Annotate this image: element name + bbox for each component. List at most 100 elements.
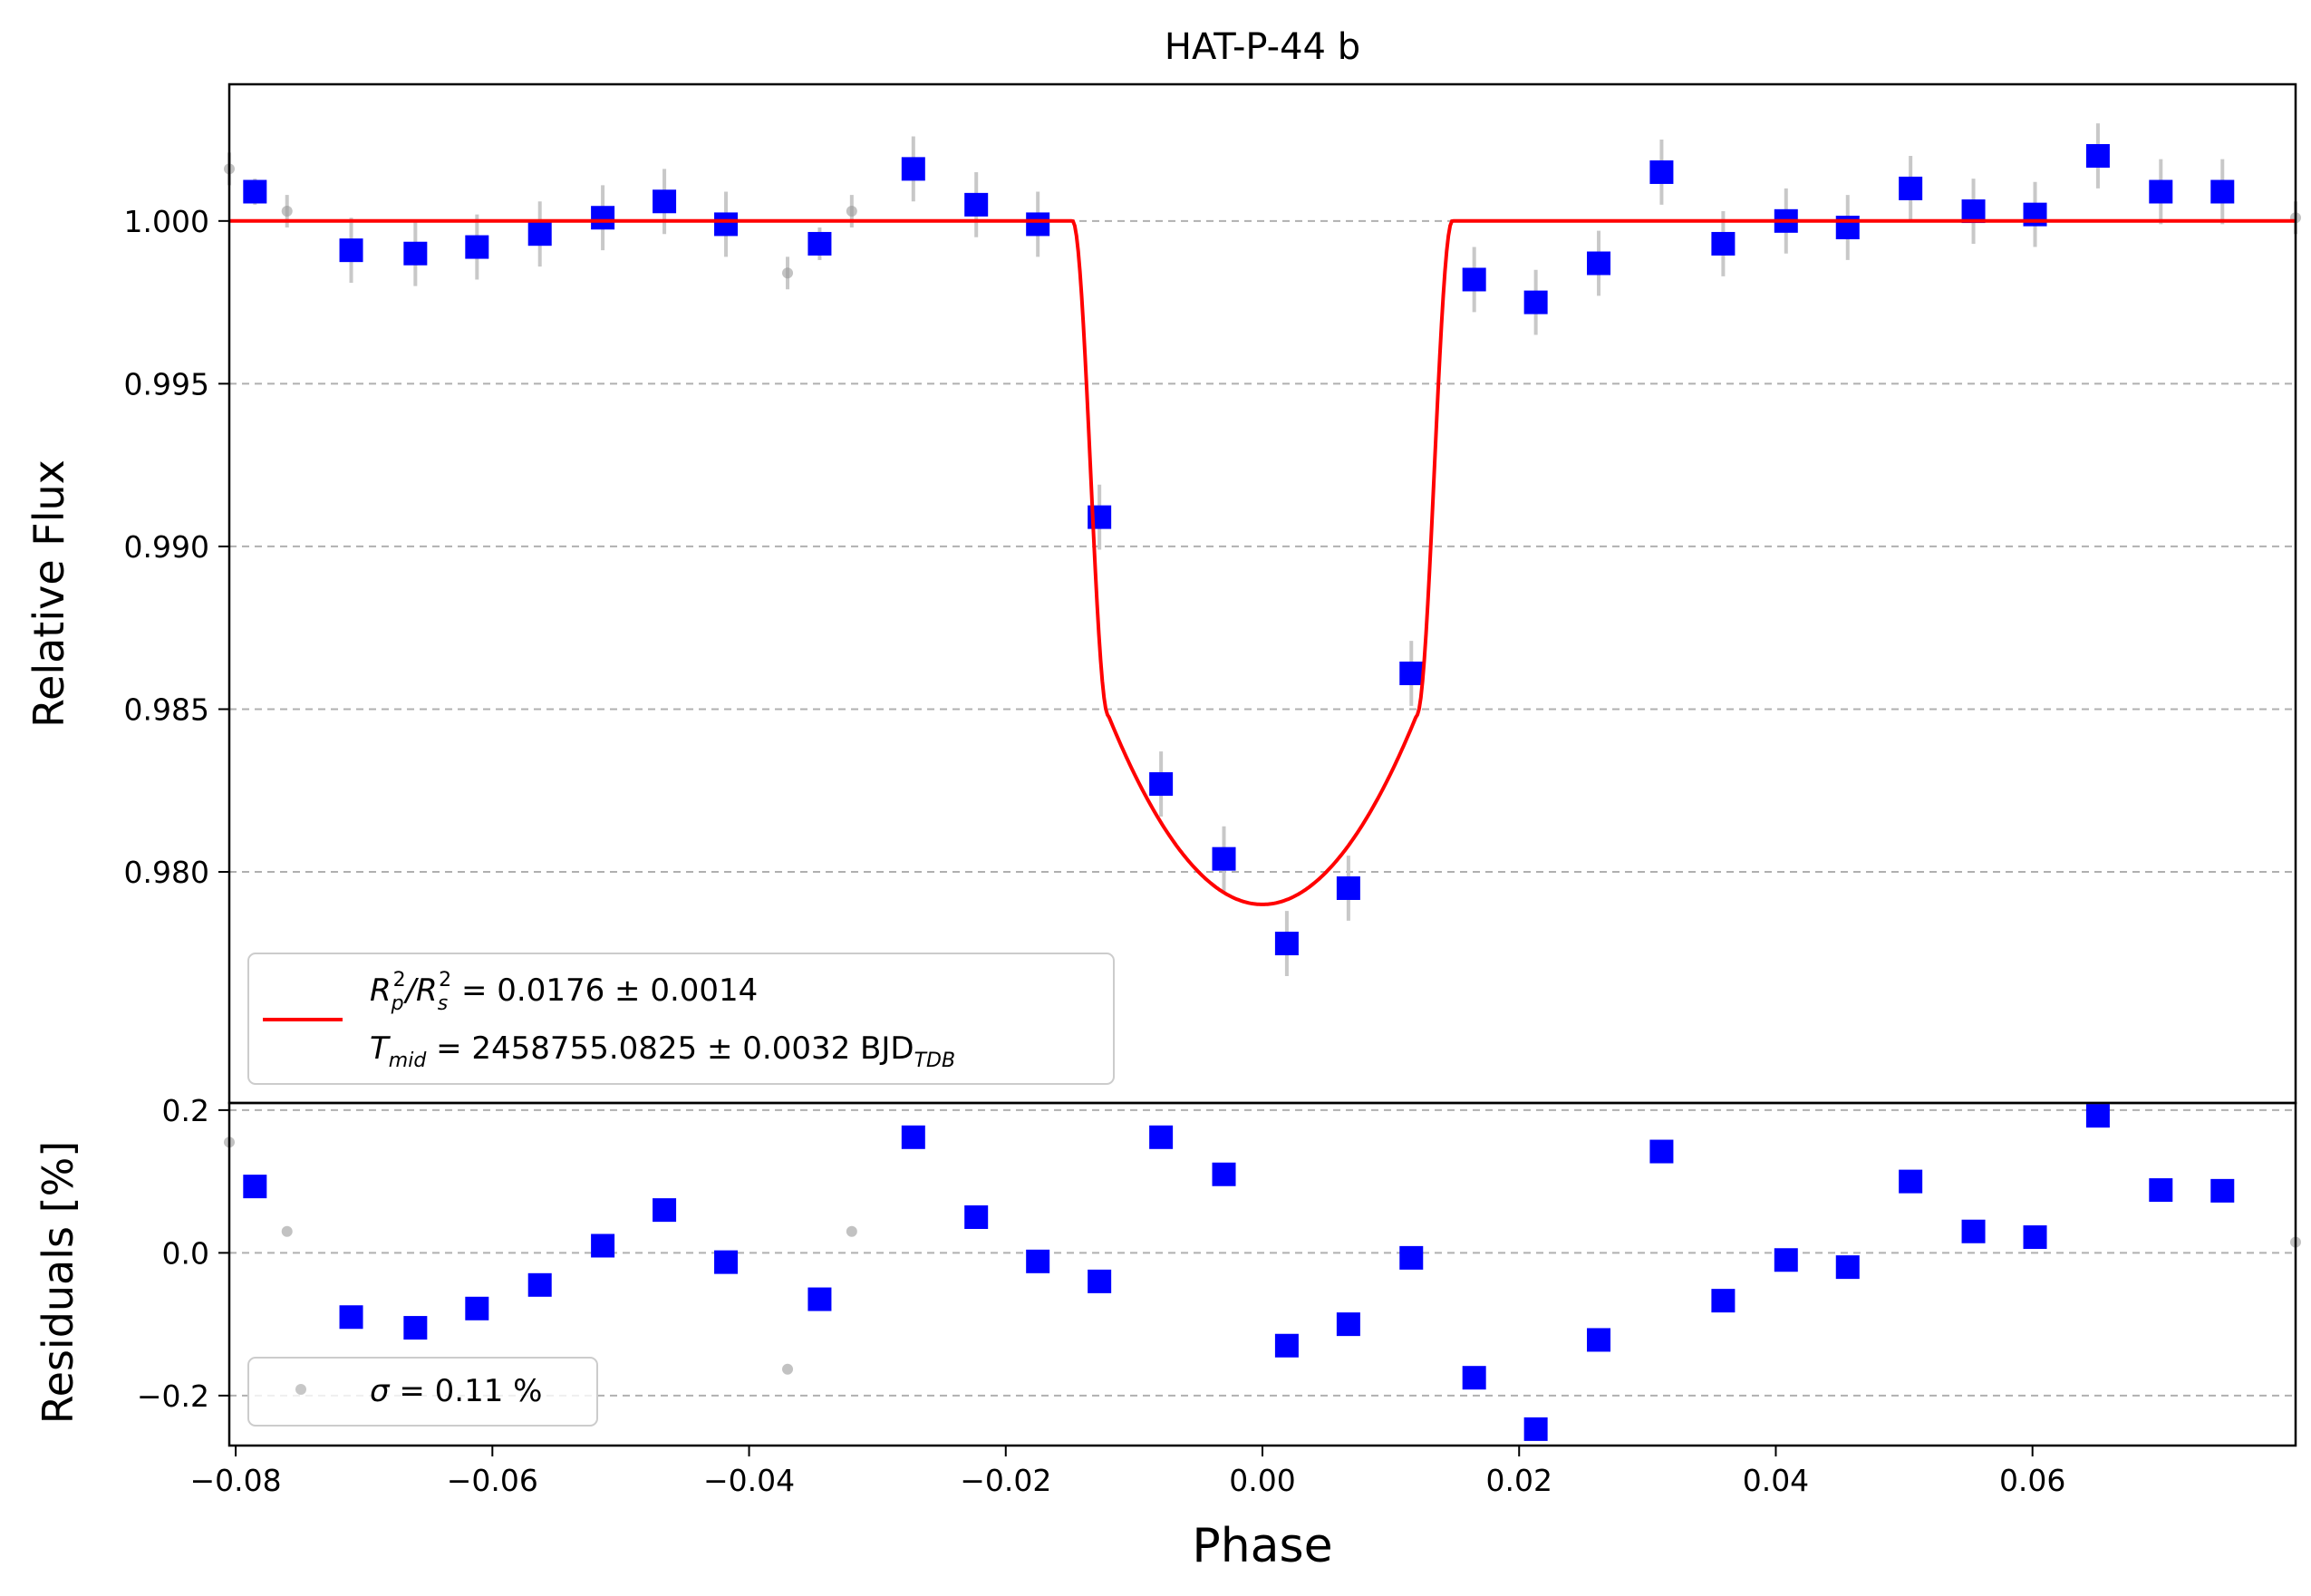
flux-binned-point: [1961, 199, 1986, 224]
residuals-binned-point: [1088, 1269, 1112, 1293]
flux-binned-points: [243, 123, 2235, 976]
flux-binned-point: [527, 222, 552, 247]
residuals-binned-point: [1835, 1255, 1860, 1280]
residuals-binned-point: [1587, 1328, 1611, 1352]
flux-binned-point: [1212, 846, 1236, 871]
flux-binned-point: [403, 241, 428, 266]
flux-binned-point: [591, 206, 615, 230]
transit-model-curve: [229, 218, 2296, 906]
flux-binned-point: [1587, 251, 1611, 276]
chart-title: HAT-P-44 b: [1165, 26, 1360, 68]
residuals-y-tick-label: 0.2: [162, 1093, 209, 1128]
residuals-raw-point: [281, 1225, 293, 1237]
flux-binned-point: [901, 157, 925, 181]
flux-binned-point: [1649, 160, 1674, 184]
residuals-binned-point: [243, 1175, 267, 1199]
residuals-y-ticks: −0.2 0.0 0.2: [137, 1093, 229, 1414]
residuals-binned-point: [1274, 1333, 1299, 1358]
residuals-binned-point: [1649, 1139, 1674, 1164]
residuals-binned-point: [465, 1296, 489, 1320]
residuals-binned-point: [1523, 1417, 1548, 1441]
flux-binned-point: [1336, 875, 1360, 900]
legend-entry-tmid: Tmid = 2458755.0825 ± 0.0032 BJDTDB: [370, 1030, 955, 1072]
residuals-binned-point: [1026, 1249, 1050, 1273]
flux-binned-point: [1899, 176, 1923, 200]
legend-entry-depth: Rp2/Rs2 = 0.0176 ± 0.0014: [370, 969, 758, 1015]
flux-binned-point: [807, 231, 832, 256]
residuals-raw-point: [846, 1225, 857, 1237]
flux-binned-point: [1026, 212, 1050, 237]
x-axis-label: Phase: [1192, 1519, 1332, 1573]
flux-y-tick-label: 0.985: [124, 692, 209, 727]
flux-y-ticks: 0.980 0.985 0.990 0.995 1.000: [124, 204, 229, 890]
flux-binned-point: [339, 238, 363, 263]
residuals-binned-point: [1774, 1248, 1798, 1272]
residuals-binned-point: [1899, 1169, 1923, 1194]
residuals-binned-points: [243, 1104, 2235, 1441]
flux-raw-point: [846, 206, 857, 218]
residuals-binned-point: [2085, 1104, 2110, 1128]
residuals-binned-point: [527, 1272, 552, 1297]
flux-raw-point: [281, 206, 293, 218]
residuals-panel: −0.2 0.0 0.2 −0.08 −0.06 −0.04 −0.02 0.00 0.02 0…: [34, 1093, 2301, 1573]
flux-binned-point: [1149, 772, 1174, 797]
residuals-binned-point: [714, 1250, 739, 1274]
x-tick-label: 0.06: [1999, 1463, 2065, 1498]
flux-legend: Rp2/Rs2 = 0.0176 ± 0.0014 Tmid = 2458755…: [247, 953, 1115, 1085]
residuals-y-axis-label: Residuals [%]: [34, 1141, 82, 1424]
flux-binned-point: [2149, 179, 2173, 204]
flux-binned-point: [1462, 267, 1486, 292]
residuals-binned-point: [653, 1198, 677, 1223]
flux-y-tick-label: 1.000: [124, 204, 209, 239]
flux-binned-point: [1523, 290, 1548, 314]
legend-entry-sigma: σ = 0.11 %: [370, 1373, 542, 1409]
flux-binned-point: [1399, 661, 1424, 685]
phase-x-ticks: −0.08 −0.06 −0.04 −0.02 0.00 0.02 0.04 0.06: [190, 1446, 2065, 1498]
residuals-legend: σ = 0.11 %: [247, 1357, 598, 1427]
residuals-y-tick-label: 0.0: [162, 1235, 209, 1271]
flux-y-tick-label: 0.990: [124, 529, 209, 565]
residuals-binned-point: [1336, 1312, 1360, 1337]
flux-binned-point: [964, 192, 989, 217]
residuals-binned-point: [2023, 1225, 2047, 1250]
flux-binned-point: [465, 235, 489, 259]
flux-binned-point: [1711, 231, 1736, 256]
residuals-axes-frame: [227, 1101, 2297, 1447]
flux-y-tick-label: 0.980: [124, 855, 209, 890]
flux-binned-point: [2210, 179, 2235, 204]
residuals-binned-point: [1399, 1245, 1424, 1270]
x-tick-label: −0.08: [190, 1463, 282, 1498]
residuals-binned-point: [339, 1305, 363, 1330]
residuals-binned-point: [2210, 1178, 2235, 1203]
x-tick-label: −0.06: [447, 1463, 538, 1498]
x-tick-label: 0.00: [1229, 1463, 1295, 1498]
flux-y-tick-label: 0.995: [124, 366, 209, 401]
residuals-binned-point: [1149, 1125, 1174, 1149]
residuals-binned-point: [901, 1125, 925, 1149]
residuals-binned-point: [1711, 1289, 1736, 1313]
residuals-binned-point: [1212, 1162, 1236, 1186]
flux-raw-point: [782, 267, 794, 279]
residuals-raw-point: [782, 1363, 794, 1375]
flux-binned-point: [714, 212, 739, 237]
flux-binned-point: [653, 189, 677, 214]
residuals-binned-point: [1462, 1366, 1486, 1390]
residuals-binned-point: [2149, 1178, 2173, 1203]
x-tick-label: −0.02: [960, 1463, 1051, 1498]
residuals-binned-point: [591, 1233, 615, 1258]
residuals-binned-point: [1961, 1219, 1986, 1243]
x-tick-label: −0.04: [703, 1463, 795, 1498]
residuals-binned-point: [807, 1287, 832, 1311]
legend-raw-marker: [295, 1384, 306, 1395]
flux-binned-point: [2085, 144, 2110, 169]
x-tick-label: 0.04: [1743, 1463, 1809, 1498]
flux-y-axis-label: Relative Flux: [24, 459, 73, 728]
x-tick-label: 0.02: [1485, 1463, 1552, 1498]
residuals-binned-point: [964, 1205, 989, 1229]
residuals-y-tick-label: −0.2: [137, 1378, 209, 1414]
flux-binned-point: [1274, 932, 1299, 956]
residuals-binned-point: [403, 1316, 428, 1340]
flux-panel: 0.980 0.985 0.990 0.995 1.000 Rp2/Rs2 = 0.01…: [24, 82, 2301, 1105]
flux-binned-point: [243, 179, 267, 204]
